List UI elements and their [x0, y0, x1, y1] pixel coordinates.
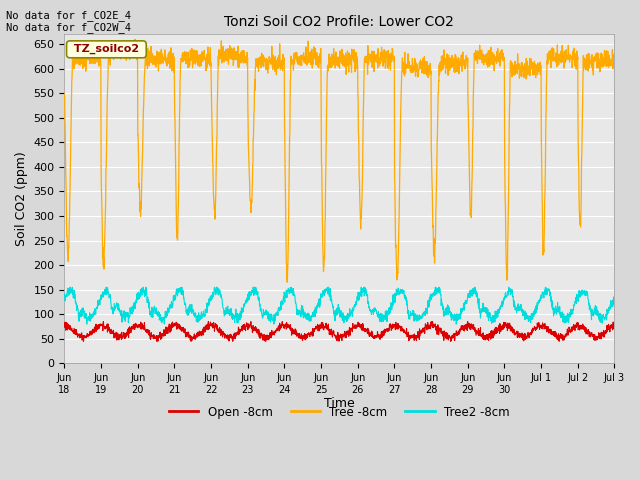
Y-axis label: Soil CO2 (ppm): Soil CO2 (ppm)	[15, 152, 28, 246]
Title: Tonzi Soil CO2 Profile: Lower CO2: Tonzi Soil CO2 Profile: Lower CO2	[225, 15, 454, 29]
Legend: Open -8cm, Tree -8cm, Tree2 -8cm: Open -8cm, Tree -8cm, Tree2 -8cm	[164, 401, 515, 423]
Text: No data for f_CO2E_4
No data for f_CO2W_4: No data for f_CO2E_4 No data for f_CO2W_…	[6, 10, 131, 33]
X-axis label: Time: Time	[324, 397, 355, 410]
Text: TZ_soilco2: TZ_soilco2	[70, 44, 143, 54]
